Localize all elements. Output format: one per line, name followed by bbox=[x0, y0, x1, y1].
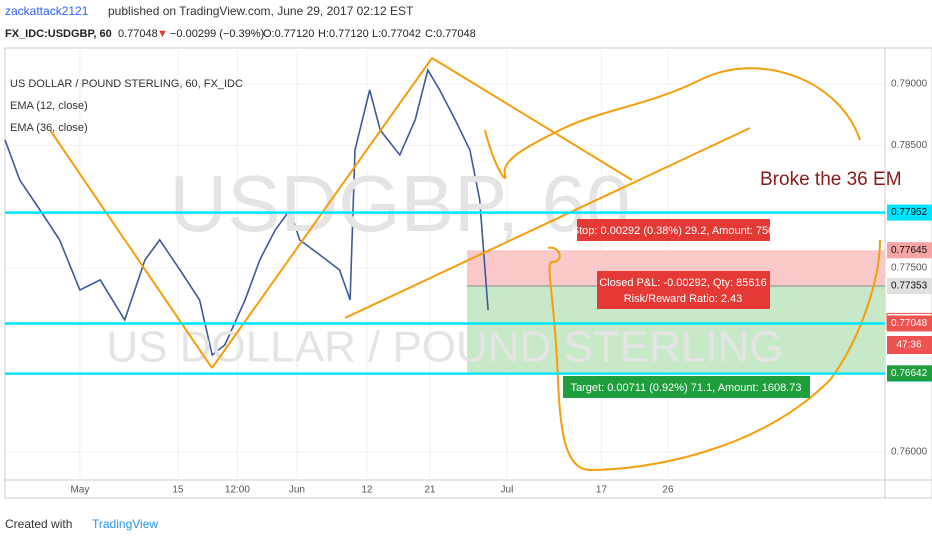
symbol: FX_IDC:USDGBP, 60 bbox=[5, 28, 112, 40]
overlay bbox=[5, 211, 885, 375]
target-box bbox=[563, 376, 810, 398]
watermark: USDGBP, 60 bbox=[170, 159, 631, 248]
y-tick-label: 0.77500 bbox=[891, 263, 928, 274]
stop-box bbox=[577, 219, 770, 241]
pnl-box bbox=[597, 271, 770, 309]
legend-title: US DOLLAR / POUND STERLING, 60, FX_IDC bbox=[10, 78, 243, 90]
trendline bbox=[344, 127, 751, 319]
stop-label: Stop: 0.00292 (0.38%) 29.2, Amount: 750 bbox=[572, 225, 774, 237]
price-line bbox=[4, 67, 489, 357]
author[interactable]: zackattack2121 bbox=[5, 4, 89, 18]
countdown: 47:36 bbox=[896, 340, 921, 351]
arrow: ▼ bbox=[157, 28, 168, 40]
arc bbox=[484, 67, 861, 179]
price-tag-label: 0.76642 bbox=[891, 368, 928, 379]
trendline bbox=[431, 57, 633, 181]
high: H:0.77120 bbox=[318, 28, 369, 40]
price-tag-label: 0.77048 bbox=[891, 318, 928, 329]
change: −0.00299 (−0.39%) bbox=[170, 28, 264, 40]
last-price: 0.77048 bbox=[118, 28, 158, 40]
price-tag bbox=[887, 365, 932, 382]
x-tick-label: 26 bbox=[662, 485, 674, 496]
price-tag bbox=[887, 204, 932, 221]
price-tag bbox=[887, 242, 932, 259]
price-tag bbox=[887, 315, 932, 332]
trendline bbox=[49, 129, 213, 369]
x-tick-label: 12 bbox=[361, 485, 373, 496]
price-tag-label: 0.77645 bbox=[891, 245, 928, 256]
x-tick-label: 12:00 bbox=[225, 485, 250, 496]
price-tag bbox=[887, 278, 932, 295]
price-axis: 0.76000 0.77500 0.78500 0.79000 May 15 12:00 Ju… bbox=[70, 79, 932, 496]
y-tick-label: 0.76000 bbox=[891, 447, 928, 458]
x-tick-label: 17 bbox=[596, 485, 608, 496]
x-tick-label: May bbox=[70, 485, 89, 496]
low: L:0.77042 bbox=[372, 28, 421, 40]
target-label: Target: 0.00711 (0.92%) 71.1, Amount: 16… bbox=[571, 382, 802, 394]
footer-created: Created with bbox=[5, 517, 72, 531]
arc bbox=[547, 239, 881, 472]
price-tag-label: 0.77353 bbox=[891, 281, 928, 292]
x-tick-label: Jul bbox=[501, 485, 514, 496]
pnl-label: Closed P&L: -0.00292, Qty: 85616 bbox=[599, 277, 767, 289]
watermark-sub: US DOLLAR / POUND STERLING bbox=[106, 323, 783, 372]
countdown-box bbox=[887, 336, 932, 354]
indicator: EMA (36, close) bbox=[10, 122, 88, 134]
quote-line: FX_IDC:USDGBP, 60 0.77048 ▼ −0.00299 (−0… bbox=[5, 28, 476, 40]
x-tick-label: Jun bbox=[289, 485, 305, 496]
y-tick-label: 0.78500 bbox=[891, 140, 928, 151]
open: O:0.77120 bbox=[263, 28, 314, 40]
chart-frame bbox=[4, 47, 932, 499]
published: published on TradingView.com, June 29, 2… bbox=[108, 4, 414, 18]
x-tick-label: 21 bbox=[424, 485, 436, 496]
price-tag-label: 0.77952 bbox=[891, 207, 928, 218]
x-tick-label: 15 bbox=[172, 485, 184, 496]
annotation: Broke the 36 EM bbox=[760, 169, 902, 190]
y-tick-label: 0.79000 bbox=[891, 79, 928, 90]
close: C:0.77048 bbox=[425, 28, 476, 40]
footer-brand[interactable]: TradingView bbox=[92, 517, 158, 531]
indicator: EMA (12, close) bbox=[10, 100, 88, 112]
rr-label: Risk/Reward Ratio: 2.43 bbox=[624, 293, 743, 305]
